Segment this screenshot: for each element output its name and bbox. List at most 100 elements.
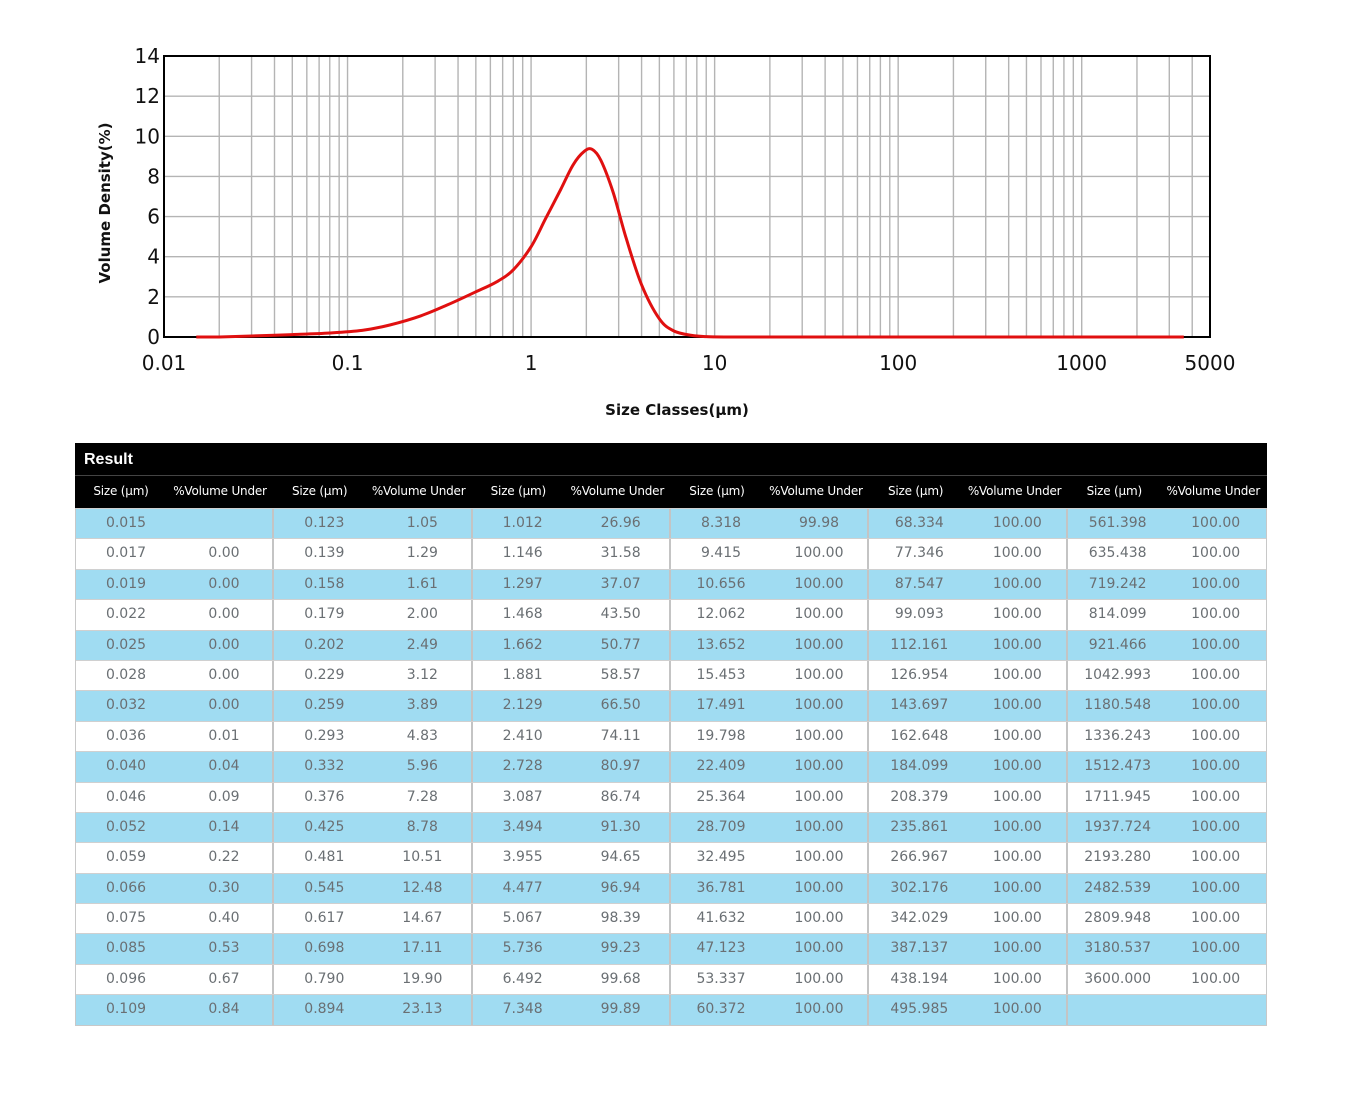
volume-density-chart: 0.01 0.1 1 10 100 1000 5000 0 2 4 6 8 10 12 14 Size Cl… xyxy=(96,44,1235,419)
table-cell-group: 0.179 2.00 xyxy=(274,600,473,630)
table-row: 0.109 0.84 0.894 23.13 7.348 99.89 60.372 100.0… xyxy=(76,994,1266,1025)
table-cell-group: 3.955 94.65 xyxy=(473,843,671,873)
size-cell: 6.492 xyxy=(502,970,543,987)
table-cell-group: 3180.537 100.00 xyxy=(1068,934,1266,963)
volume-under-cell: 0.00 xyxy=(208,575,240,592)
table-cell-group: 36.781 100.00 xyxy=(671,873,870,904)
size-cell: 25.364 xyxy=(696,788,746,805)
size-cell: 184.099 xyxy=(890,758,949,775)
volume-under-cell: 0.84 xyxy=(208,1001,240,1018)
volume-under-cell: 43.50 xyxy=(600,606,641,623)
size-cell: 1.146 xyxy=(502,545,543,562)
table-row: 0.040 0.04 0.332 5.96 2.728 80.97 22.409 100.00… xyxy=(76,751,1266,782)
volume-under-cell: 0.09 xyxy=(208,788,240,805)
size-cell: 143.697 xyxy=(890,697,949,714)
plot-area-frame xyxy=(163,55,1211,338)
volume-density-curve xyxy=(196,147,1184,339)
table-cell-group: 0.032 0.00 xyxy=(76,691,275,721)
size-cell: 17.491 xyxy=(696,697,746,714)
volume-under-cell: 100.00 xyxy=(794,970,844,987)
volume-under-cell: 100.00 xyxy=(794,818,844,835)
table-cell-group: 99.093 100.00 xyxy=(869,600,1068,630)
size-cell: 0.096 xyxy=(105,970,147,987)
table-cell-group: 7.348 99.89 xyxy=(473,995,671,1025)
table-cell-group: 814.099 100.00 xyxy=(1068,600,1266,629)
size-cell: 0.046 xyxy=(105,788,147,805)
volume-under-cell: 100.00 xyxy=(794,575,844,592)
table-cell-group: 1937.724 100.00 xyxy=(1068,813,1266,842)
volume-under-cell: 14.67 xyxy=(402,910,443,927)
size-cell: 1.012 xyxy=(502,515,543,531)
size-cell: 87.547 xyxy=(894,575,944,592)
table-row: 0.036 0.01 0.293 4.83 2.410 74.11 19.798 100.00… xyxy=(76,720,1266,752)
size-cell: 0.481 xyxy=(304,849,345,866)
size-cell: 0.015 xyxy=(105,515,147,531)
table-cell-group: 0.040 0.04 xyxy=(76,752,275,782)
volume-under-cell: 100.00 xyxy=(992,1001,1042,1018)
size-cell: 208.379 xyxy=(890,788,949,805)
size-cell: 0.202 xyxy=(304,636,345,653)
volume-under-cell: 100.00 xyxy=(1191,940,1241,957)
x-tick-label: 1 xyxy=(525,351,538,375)
size-cell: 36.781 xyxy=(696,879,746,896)
size-cell: 1.662 xyxy=(502,636,543,653)
table-cell-group: 0.376 7.28 xyxy=(274,782,473,812)
volume-under-cell: 7.28 xyxy=(406,788,438,805)
volume-under-cell: 100.00 xyxy=(1191,515,1241,531)
volume-under-cell: 100.00 xyxy=(1191,697,1241,714)
table-cell-group: 0.066 0.30 xyxy=(76,873,275,904)
volume-under-cell: 12.48 xyxy=(402,879,443,896)
size-cell: 1512.473 xyxy=(1084,758,1152,775)
volume-under-cell: 91.30 xyxy=(600,818,641,835)
table-cell-group: 235.861 100.00 xyxy=(869,812,1068,843)
volume-under-cell: 0.04 xyxy=(208,758,240,775)
table-cell-group: 0.481 10.51 xyxy=(274,843,473,873)
column-header-group: Size (μm) %Volume Under xyxy=(870,476,1069,508)
volume-under-cell: 100.00 xyxy=(1191,758,1241,775)
volume-under-cell: 100.00 xyxy=(794,849,844,866)
volume-under-cell xyxy=(1168,995,1264,1024)
size-cell: 126.954 xyxy=(890,666,949,683)
volume-under-cell: 99.98 xyxy=(798,515,840,531)
table-cell-group: 4.477 96.94 xyxy=(473,873,671,904)
table-cell-group: 2482.539 100.00 xyxy=(1068,874,1266,903)
table-cell-group: 266.967 100.00 xyxy=(869,843,1068,873)
table-cell-group: 25.364 100.00 xyxy=(671,782,870,812)
table-cell-group: 0.229 3.12 xyxy=(274,660,473,691)
size-cell: 22.409 xyxy=(696,758,746,775)
size-cell: 266.967 xyxy=(890,849,949,866)
volume-under-cell: 100.00 xyxy=(1191,727,1241,744)
volume-under-cell: 100.00 xyxy=(992,575,1042,592)
size-cell: 162.648 xyxy=(890,727,949,744)
volume-under-cell: 66.50 xyxy=(600,697,641,714)
size-cell: 0.028 xyxy=(105,666,147,683)
table-cell-group: 0.046 0.09 xyxy=(76,782,275,812)
table-cell-group: 2193.280 100.00 xyxy=(1068,843,1266,872)
volume-under-cell: 23.13 xyxy=(402,1001,443,1018)
column-header-group: Size (μm) %Volume Under xyxy=(1068,476,1267,508)
x-tick-label: 0.01 xyxy=(142,351,187,375)
volume-under-cell: 86.74 xyxy=(600,788,641,805)
table-cell-group: 15.453 100.00 xyxy=(671,660,870,691)
volume-under-cell: 100.00 xyxy=(992,727,1042,744)
volume-under-cell: 0.01 xyxy=(208,727,240,744)
table-row: 0.032 0.00 0.259 3.89 2.129 66.50 17.491 100.00… xyxy=(76,690,1266,721)
table-cell-group: 1711.945 100.00 xyxy=(1068,783,1266,812)
size-column-header: Size (μm) xyxy=(490,484,547,498)
size-cell: 0.017 xyxy=(105,545,147,562)
table-body: 0.015 0.123 1.05 1.012 26.96 8.318 99.98 68.334… xyxy=(75,508,1267,1026)
size-cell xyxy=(1068,995,1168,1024)
size-cell: 1042.993 xyxy=(1084,666,1152,683)
table-cell-group: 2.728 80.97 xyxy=(473,752,671,782)
size-cell: 1.881 xyxy=(502,666,543,683)
volume-under-cell: 100.00 xyxy=(992,940,1042,957)
volume-under-cell: 100.00 xyxy=(794,606,844,623)
size-cell: 12.062 xyxy=(696,606,746,623)
table-cell-group: 28.709 100.00 xyxy=(671,812,870,843)
size-cell: 0.032 xyxy=(105,697,147,714)
y-tick-label: 14 xyxy=(135,44,160,68)
table-cell-group: 0.036 0.01 xyxy=(76,721,275,752)
volume-under-cell: 31.58 xyxy=(600,545,641,562)
table-cell-group: 1.146 31.58 xyxy=(473,539,671,569)
volume-under-cell: 0.14 xyxy=(208,818,240,835)
